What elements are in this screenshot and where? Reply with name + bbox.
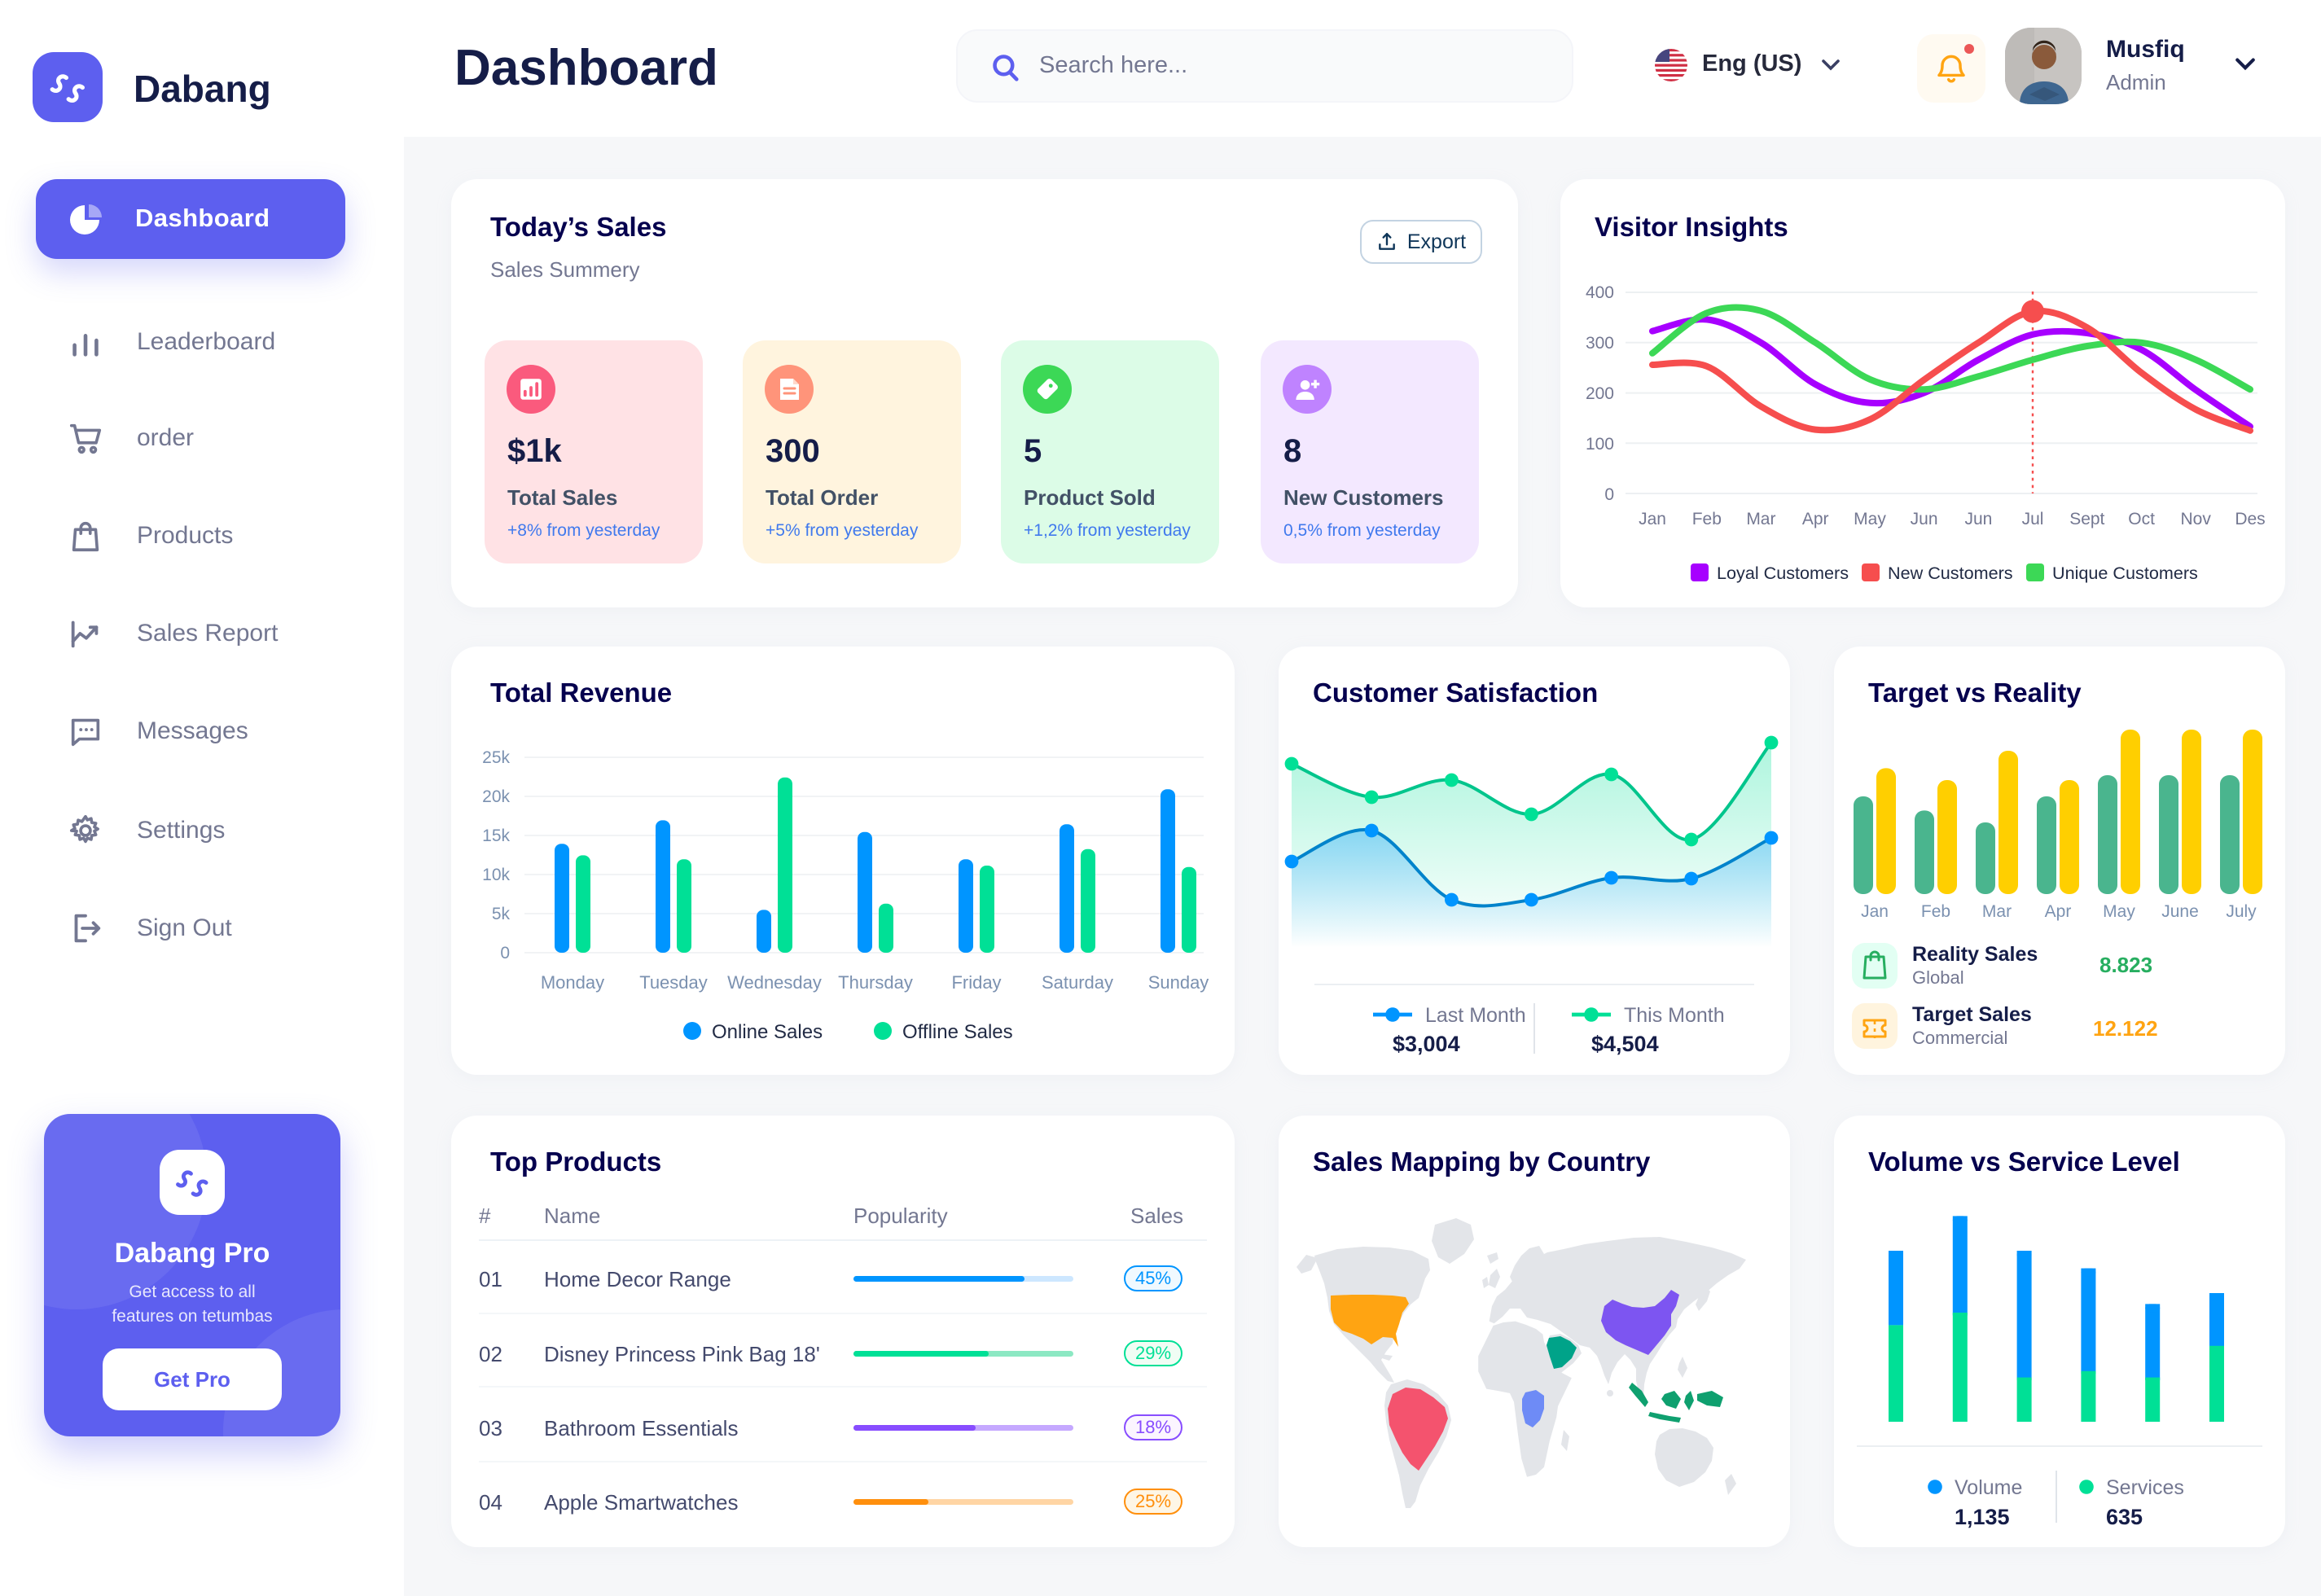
svg-text:200: 200 — [1586, 384, 1614, 403]
svg-text:15k: 15k — [482, 826, 510, 845]
svg-text:Saturday: Saturday — [1042, 972, 1113, 993]
svg-text:5k: 5k — [492, 905, 511, 923]
svg-text:New Customers: New Customers — [1888, 563, 2013, 583]
svg-text:This Month: This Month — [1624, 1004, 1725, 1027]
svg-text:20k: 20k — [482, 787, 510, 806]
svg-text:Reality Sales: Reality Sales — [1912, 943, 2038, 966]
svg-text:May: May — [1854, 510, 1886, 528]
svg-text:Sept: Sept — [2069, 510, 2104, 528]
svg-text:Sunday: Sunday — [1148, 972, 1209, 993]
svg-text:Friday: Friday — [951, 972, 1001, 993]
svg-text:$3,004: $3,004 — [1393, 1032, 1460, 1056]
svg-text:300: 300 — [1586, 334, 1614, 353]
svg-text:July: July — [2226, 902, 2257, 921]
svg-text:Last Month: Last Month — [1425, 1004, 1526, 1027]
svg-text:Mar: Mar — [1982, 902, 2012, 921]
svg-text:Tuesday: Tuesday — [639, 972, 708, 993]
svg-text:Loyal Customers: Loyal Customers — [1717, 563, 1849, 583]
svg-text:Jun: Jun — [1911, 510, 1938, 528]
svg-text:Volume: Volume — [1955, 1476, 2022, 1499]
svg-text:10k: 10k — [482, 866, 510, 884]
svg-text:Target Sales: Target Sales — [1912, 1003, 2032, 1026]
svg-text:Jan: Jan — [1639, 510, 1666, 528]
svg-text:May: May — [2103, 902, 2135, 921]
svg-text:Offline Sales: Offline Sales — [902, 1021, 1013, 1043]
svg-text:Apr: Apr — [1802, 510, 1829, 528]
svg-text:Feb: Feb — [1692, 510, 1722, 528]
svg-text:25k: 25k — [482, 748, 510, 767]
svg-text:Des: Des — [2235, 510, 2265, 528]
svg-text:Unique Customers: Unique Customers — [2052, 563, 2198, 583]
svg-text:Jul: Jul — [2022, 510, 2044, 528]
svg-text:8.823: 8.823 — [2099, 953, 2152, 977]
svg-text:Online Sales: Online Sales — [712, 1021, 823, 1043]
svg-text:Jun: Jun — [1964, 510, 1992, 528]
svg-text:Jan: Jan — [1861, 902, 1889, 921]
svg-text:Thursday: Thursday — [838, 972, 913, 993]
svg-text:1,135: 1,135 — [1955, 1505, 2010, 1529]
svg-text:Services: Services — [2106, 1476, 2184, 1499]
svg-text:Oct: Oct — [2128, 510, 2155, 528]
svg-text:635: 635 — [2106, 1505, 2143, 1529]
svg-text:Monday: Monday — [541, 972, 604, 993]
svg-text:Commercial: Commercial — [1912, 1028, 2007, 1048]
svg-text:Nov: Nov — [2181, 510, 2212, 528]
svg-text:0: 0 — [1604, 485, 1614, 504]
svg-text:0: 0 — [500, 944, 510, 962]
svg-text:$4,504: $4,504 — [1591, 1032, 1659, 1056]
svg-text:Wednesday: Wednesday — [727, 972, 822, 993]
svg-text:400: 400 — [1586, 283, 1614, 302]
svg-text:Apr: Apr — [2045, 902, 2072, 921]
svg-text:Feb: Feb — [1921, 902, 1950, 921]
svg-text:Global: Global — [1912, 967, 1964, 988]
svg-text:June: June — [2161, 902, 2199, 921]
svg-text:100: 100 — [1586, 435, 1614, 454]
svg-text:12.122: 12.122 — [2093, 1016, 2158, 1041]
svg-text:Mar: Mar — [1746, 510, 1775, 528]
